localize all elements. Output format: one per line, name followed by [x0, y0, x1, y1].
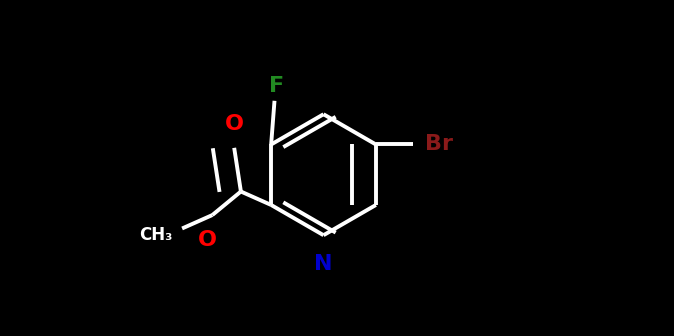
Text: F: F: [269, 76, 284, 96]
Text: O: O: [197, 230, 217, 250]
Text: CH₃: CH₃: [139, 226, 172, 244]
Text: Br: Br: [425, 134, 453, 155]
Text: O: O: [224, 114, 244, 134]
Text: N: N: [314, 254, 333, 274]
